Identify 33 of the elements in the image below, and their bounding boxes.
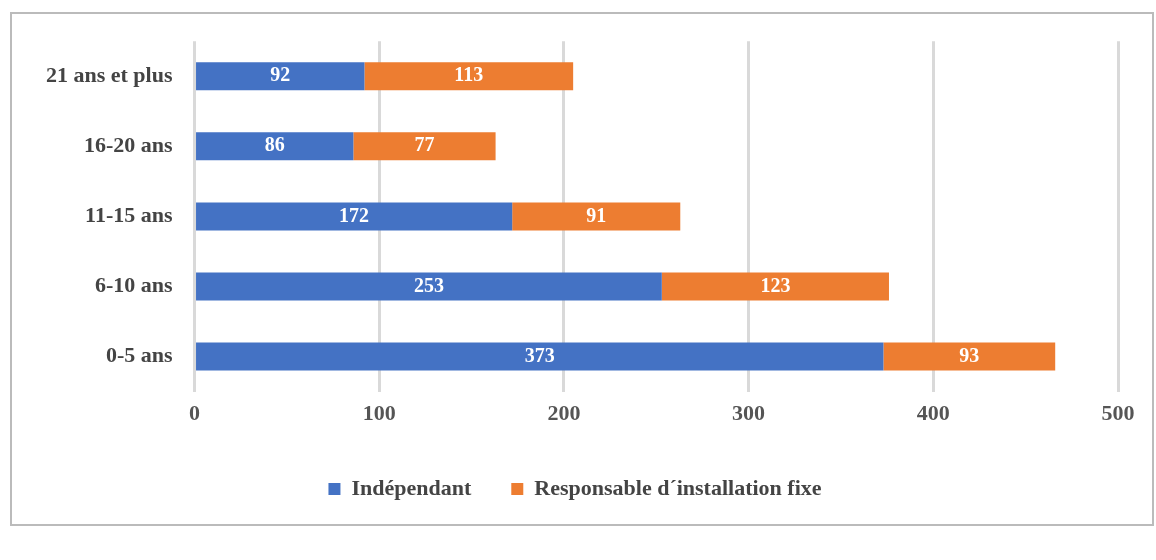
- data-label: 172: [339, 203, 370, 226]
- x-tick-label: 400: [916, 400, 950, 426]
- bar: [196, 272, 662, 301]
- data-label: 253: [413, 273, 444, 296]
- data-label: 93: [959, 343, 980, 366]
- legend-label: Indépendant: [351, 474, 472, 500]
- bar: [512, 202, 681, 231]
- bar: [353, 132, 496, 161]
- y-tick-label: 21 ans et plus: [45, 61, 173, 87]
- bar: [196, 132, 354, 161]
- x-tick-label: 200: [547, 400, 581, 426]
- y-tick-label: 16-20 ans: [83, 132, 173, 158]
- bar: [364, 62, 574, 91]
- bar: [661, 272, 889, 301]
- y-tick-label: 0-5 ans: [105, 342, 173, 368]
- x-tick-label: 100: [362, 400, 396, 426]
- data-label: 77: [414, 133, 435, 156]
- legend-label: Responsable d´installation fixe: [534, 474, 822, 500]
- data-label: 86: [264, 133, 285, 156]
- data-label: 373: [524, 343, 555, 366]
- bar: [196, 202, 513, 231]
- data-label: 91: [586, 203, 607, 226]
- x-tick-label: 500: [1101, 400, 1135, 426]
- x-tick-label: 0: [189, 400, 201, 426]
- data-label: 92: [270, 63, 291, 86]
- bar: [883, 342, 1056, 371]
- x-tick-label: 300: [732, 400, 766, 426]
- y-tick-label: 11-15 ans: [85, 202, 173, 228]
- bar: [196, 342, 884, 371]
- data-label: 123: [760, 273, 791, 296]
- y-tick-label: 6-10 ans: [94, 272, 173, 298]
- data-label: 113: [454, 63, 484, 86]
- bar: [196, 62, 365, 91]
